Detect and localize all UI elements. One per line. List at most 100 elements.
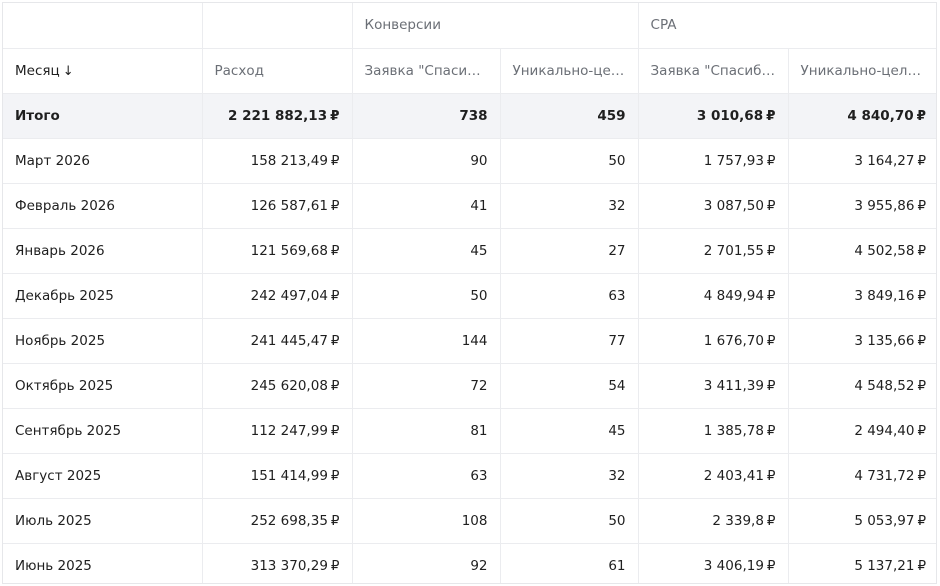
currency-sign: ₽ bbox=[766, 242, 776, 259]
sort-down-icon[interactable]: ↓ bbox=[62, 63, 74, 79]
total-cpa-request: 3 010,68 ₽ bbox=[638, 93, 789, 139]
group-header-empty bbox=[3, 3, 203, 49]
cell-spend: 242 497,04 ₽ bbox=[202, 273, 353, 319]
currency-sign: ₽ bbox=[330, 422, 340, 439]
cell-spend-value: 126 587,61 bbox=[250, 197, 328, 214]
cell-spend-value: 313 370,29 bbox=[250, 557, 328, 574]
column-header-spend[interactable]: Расход bbox=[202, 48, 353, 94]
cell-cpa-request-value: 3 087,50 bbox=[703, 197, 764, 214]
cell-cpa-unique: 3 164,27 ₽ bbox=[788, 138, 936, 184]
currency-sign: ₽ bbox=[330, 377, 340, 394]
cell-spend-value: 158 213,49 bbox=[250, 152, 328, 169]
currency-sign: ₽ bbox=[917, 422, 927, 439]
cell-cpa-request: 3 087,50 ₽ bbox=[638, 183, 789, 229]
table-row: Июнь 2025 313 370,29 ₽92 61 3 406,19 ₽5 137,2… bbox=[3, 543, 936, 583]
table-row: Март 2026 158 213,49 ₽90 50 1 757,93 ₽3 164,2… bbox=[3, 138, 936, 184]
currency-sign: ₽ bbox=[330, 512, 340, 529]
cell-spend: 245 620,08 ₽ bbox=[202, 363, 353, 409]
cell-cpa-unique: 2 494,40 ₽ bbox=[788, 408, 936, 454]
currency-sign: ₽ bbox=[330, 197, 340, 214]
cell-cpa-request: 4 849,94 ₽ bbox=[638, 273, 789, 319]
column-header-cpa-unique[interactable]: Уникально-целевой визит bbox=[788, 48, 936, 94]
cell-conv-request: 41 bbox=[352, 183, 501, 229]
cell-cpa-request-value: 2 701,55 bbox=[703, 242, 764, 259]
currency-sign: ₽ bbox=[330, 107, 340, 124]
cell-cpa-request-value: 2 339,8 bbox=[712, 512, 764, 529]
cell-cpa-request-value: 1 757,93 bbox=[703, 152, 764, 169]
total-row: Итого 2 221 882,13 ₽ 738 459 3 010,68 ₽ 4 … bbox=[3, 93, 936, 139]
group-header-row: Конверсии CPA bbox=[3, 3, 936, 49]
cell-conv-request: 81 bbox=[352, 408, 501, 454]
cell-conv-unique: 50 bbox=[500, 138, 639, 184]
cell-spend: 126 587,61 ₽ bbox=[202, 183, 353, 229]
cell-cpa-request-value: 3 411,39 bbox=[703, 377, 764, 394]
report-table: Конверсии CPA Месяц ↓ Расход Заявка "Спас… bbox=[3, 3, 936, 583]
cell-cpa-request: 1 676,70 ₽ bbox=[638, 318, 789, 364]
cell-conv-request: 45 bbox=[352, 228, 501, 274]
cell-month: Июль 2025 bbox=[3, 498, 203, 544]
cell-spend-value: 252 698,35 bbox=[250, 512, 328, 529]
cell-spend: 151 414,99 ₽ bbox=[202, 453, 353, 499]
currency-sign: ₽ bbox=[766, 377, 776, 394]
cell-month: Декабрь 2025 bbox=[3, 273, 203, 319]
cell-spend-value: 241 445,47 bbox=[250, 332, 328, 349]
currency-sign: ₽ bbox=[766, 197, 776, 214]
cell-conv-request: 63 bbox=[352, 453, 501, 499]
cell-conv-unique: 45 bbox=[500, 408, 639, 454]
cell-conv-request: 50 bbox=[352, 273, 501, 319]
cell-cpa-unique-value: 5 137,21 bbox=[854, 557, 915, 574]
cell-spend-value: 121 569,68 bbox=[250, 242, 328, 259]
currency-sign: ₽ bbox=[917, 242, 927, 259]
table-row: Декабрь 2025 242 497,04 ₽50 63 4 849,94 ₽3 84… bbox=[3, 273, 936, 319]
table-row: Октябрь 2025 245 620,08 ₽72 54 3 411,39 ₽4 54… bbox=[3, 363, 936, 409]
cell-cpa-unique: 5 053,97 ₽ bbox=[788, 498, 936, 544]
total-spend-value: 2 221 882,13 bbox=[228, 107, 328, 124]
cell-cpa-unique-value: 2 494,40 bbox=[854, 422, 915, 439]
currency-sign: ₽ bbox=[766, 467, 776, 484]
currency-sign: ₽ bbox=[330, 332, 340, 349]
total-label: Итого bbox=[3, 93, 203, 139]
cell-conv-request: 108 bbox=[352, 498, 501, 544]
column-header-conv-request[interactable]: Заявка "Спасибо" bbox=[352, 48, 501, 94]
cell-cpa-request-value: 4 849,94 bbox=[703, 287, 764, 304]
total-cpa-unique: 4 840,70 ₽ bbox=[788, 93, 936, 139]
currency-sign: ₽ bbox=[917, 332, 927, 349]
cell-cpa-unique-value: 3 135,66 bbox=[854, 332, 915, 349]
table-body: Итого 2 221 882,13 ₽ 738 459 3 010,68 ₽ 4 … bbox=[3, 93, 936, 583]
cell-conv-unique: 61 bbox=[500, 543, 639, 583]
currency-sign: ₽ bbox=[917, 152, 927, 169]
cell-conv-unique: 32 bbox=[500, 453, 639, 499]
column-header-month[interactable]: Месяц ↓ bbox=[3, 48, 203, 94]
cell-spend: 313 370,29 ₽ bbox=[202, 543, 353, 583]
cell-cpa-request: 1 385,78 ₽ bbox=[638, 408, 789, 454]
group-header-conversions: Конверсии bbox=[352, 3, 639, 49]
cell-cpa-request: 1 757,93 ₽ bbox=[638, 138, 789, 184]
currency-sign: ₽ bbox=[330, 467, 340, 484]
cell-month: Ноябрь 2025 bbox=[3, 318, 203, 364]
cell-cpa-request-value: 3 406,19 bbox=[703, 557, 764, 574]
column-header-cpa-request[interactable]: Заявка "Спасибо" bbox=[638, 48, 789, 94]
cell-cpa-request: 2 403,41 ₽ bbox=[638, 453, 789, 499]
currency-sign: ₽ bbox=[766, 287, 776, 304]
cell-cpa-unique: 4 548,52 ₽ bbox=[788, 363, 936, 409]
cell-spend: 121 569,68 ₽ bbox=[202, 228, 353, 274]
table-row: Январь 2026 121 569,68 ₽45 27 2 701,55 ₽4 502… bbox=[3, 228, 936, 274]
cell-cpa-unique-value: 5 053,97 bbox=[854, 512, 915, 529]
cell-cpa-unique: 4 731,72 ₽ bbox=[788, 453, 936, 499]
cell-spend: 158 213,49 ₽ bbox=[202, 138, 353, 184]
cell-cpa-request: 2 701,55 ₽ bbox=[638, 228, 789, 274]
currency-sign: ₽ bbox=[766, 557, 776, 574]
cell-cpa-request: 2 339,8 ₽ bbox=[638, 498, 789, 544]
cell-conv-request: 144 bbox=[352, 318, 501, 364]
cell-month: Август 2025 bbox=[3, 453, 203, 499]
cell-conv-unique: 63 bbox=[500, 273, 639, 319]
currency-sign: ₽ bbox=[916, 107, 927, 124]
currency-sign: ₽ bbox=[917, 467, 927, 484]
currency-sign: ₽ bbox=[917, 557, 927, 574]
currency-sign: ₽ bbox=[766, 332, 776, 349]
column-header-conv-unique[interactable]: Уникально-целевой визит bbox=[500, 48, 639, 94]
total-cpa-request-value: 3 010,68 bbox=[696, 107, 764, 124]
cell-cpa-unique: 3 849,16 ₽ bbox=[788, 273, 936, 319]
cell-conv-unique: 50 bbox=[500, 498, 639, 544]
